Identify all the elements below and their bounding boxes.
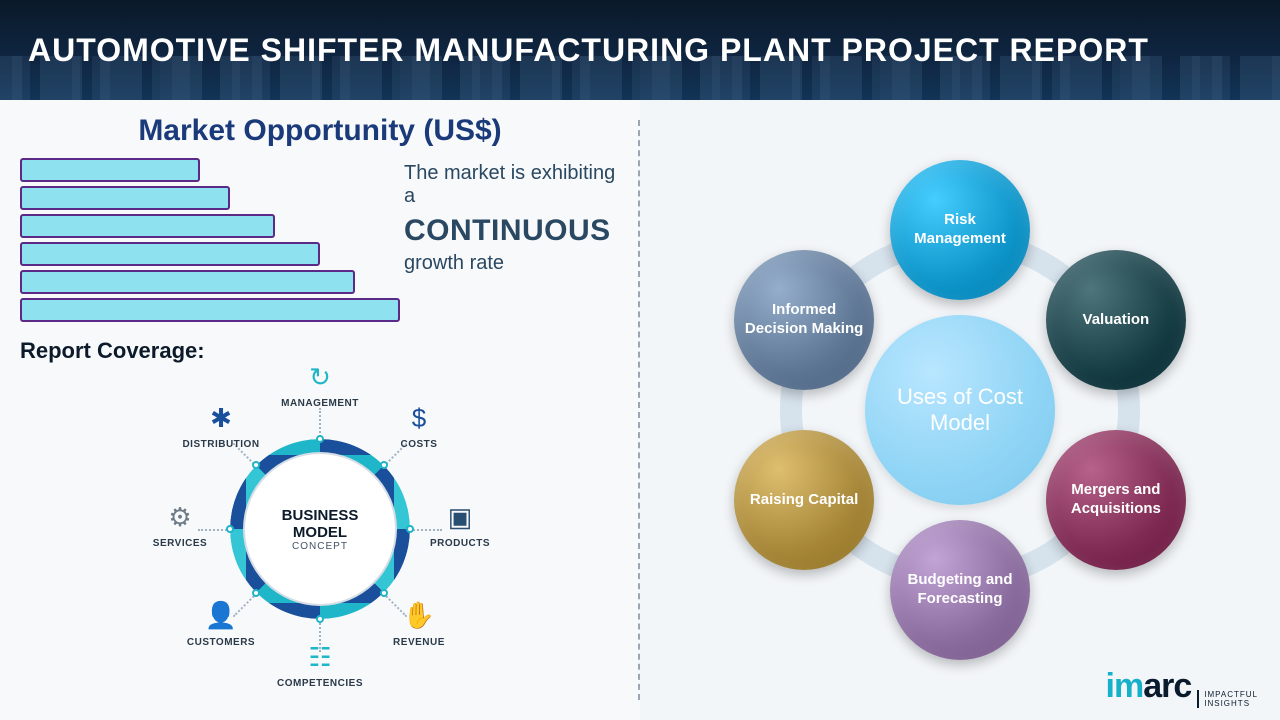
business-model-item-label: COMPETENCIES xyxy=(260,678,380,689)
report-title: AUTOMOTIVE SHIFTER MANUFACTURING PLANT P… xyxy=(28,32,1149,69)
cost-bubble: Mergers and Acquisitions xyxy=(1046,430,1186,570)
cost-bubble: Informed Decision Making xyxy=(734,250,874,390)
connector-dot xyxy=(316,435,324,443)
brand-logo: imarc IMPACTFUL INSIGHTS xyxy=(1106,667,1259,708)
connector-dot xyxy=(380,589,388,597)
growth-line2: CONTINUOUS xyxy=(404,214,620,248)
cost-model-center-label: Uses of Cost Model xyxy=(865,384,1055,436)
business-model-diagram: BUSINESS MODEL CONCEPT ↻MANAGEMENT$COSTS… xyxy=(20,364,620,694)
market-bar xyxy=(20,158,200,182)
connector-dot xyxy=(252,589,260,597)
logo-tagline-l2: INSIGHTS xyxy=(1204,699,1258,708)
cost-model-center: Uses of Cost Model xyxy=(865,315,1055,505)
customers-icon: 👤 xyxy=(203,598,239,634)
market-bar xyxy=(20,214,275,238)
business-model-item-label: PRODUCTS xyxy=(400,538,520,549)
business-model-item-label: DISTRIBUTION xyxy=(161,439,281,450)
logo-text: imarc xyxy=(1106,667,1192,706)
market-bar xyxy=(20,298,400,322)
market-opportunity-title: Market Opportunity (US$) xyxy=(20,114,620,148)
competencies-icon: ☷ xyxy=(302,639,338,675)
services-icon: ⚙ xyxy=(162,499,198,535)
growth-line1: The market is exhibiting a xyxy=(404,162,620,208)
revenue-icon: ✋ xyxy=(401,598,437,634)
connector-dot xyxy=(316,615,324,623)
logo-tagline: IMPACTFUL INSIGHTS xyxy=(1197,690,1258,708)
market-bar xyxy=(20,242,320,266)
growth-text-block: The market is exhibiting a CONTINUOUS gr… xyxy=(390,158,620,326)
business-model-center: BUSINESS MODEL CONCEPT xyxy=(245,454,395,604)
header-banner: AUTOMOTIVE SHIFTER MANUFACTURING PLANT P… xyxy=(0,0,1280,100)
cost-bubble: Risk Management xyxy=(890,160,1030,300)
market-bar xyxy=(20,270,355,294)
content-row: Market Opportunity (US$) The market is e… xyxy=(0,100,1280,720)
business-model-item: ▣ PRODUCTS xyxy=(400,499,520,549)
right-panel: Uses of Cost Model Risk ManagementValuat… xyxy=(640,100,1280,720)
business-model-item-label: CUSTOMERS xyxy=(161,637,281,648)
business-model-item: ⚙ SERVICES xyxy=(120,499,240,549)
cost-bubble: Valuation xyxy=(1046,250,1186,390)
distribution-icon: ✱ xyxy=(203,400,239,436)
cost-bubble: Raising Capital xyxy=(734,430,874,570)
management-icon: ↻ xyxy=(302,359,338,395)
business-model-center-sub: CONCEPT xyxy=(292,541,348,552)
left-panel: Market Opportunity (US$) The market is e… xyxy=(0,100,640,720)
business-model-item-label: COSTS xyxy=(359,439,479,450)
market-bars-row: The market is exhibiting a CONTINUOUS gr… xyxy=(20,158,620,326)
cost-model-diagram: Uses of Cost Model Risk ManagementValuat… xyxy=(700,150,1220,670)
business-model-center-l1: BUSINESS xyxy=(282,507,359,524)
market-bar-chart xyxy=(20,158,390,326)
logo-tagline-l1: IMPACTFUL xyxy=(1204,690,1258,699)
business-model-center-l2: MODEL xyxy=(293,524,347,541)
connector-dot xyxy=(380,461,388,469)
business-model-item: ✱ DISTRIBUTION xyxy=(161,400,281,450)
business-model-item-label: SERVICES xyxy=(120,538,240,549)
growth-line3: growth rate xyxy=(404,252,620,275)
business-model-item: 👤 CUSTOMERS xyxy=(161,598,281,648)
market-bar xyxy=(20,186,230,210)
business-model-item: $ COSTS xyxy=(359,400,479,450)
costs-icon: $ xyxy=(401,400,437,436)
cost-bubble: Budgeting and Forecasting xyxy=(890,520,1030,660)
products-icon: ▣ xyxy=(442,499,478,535)
